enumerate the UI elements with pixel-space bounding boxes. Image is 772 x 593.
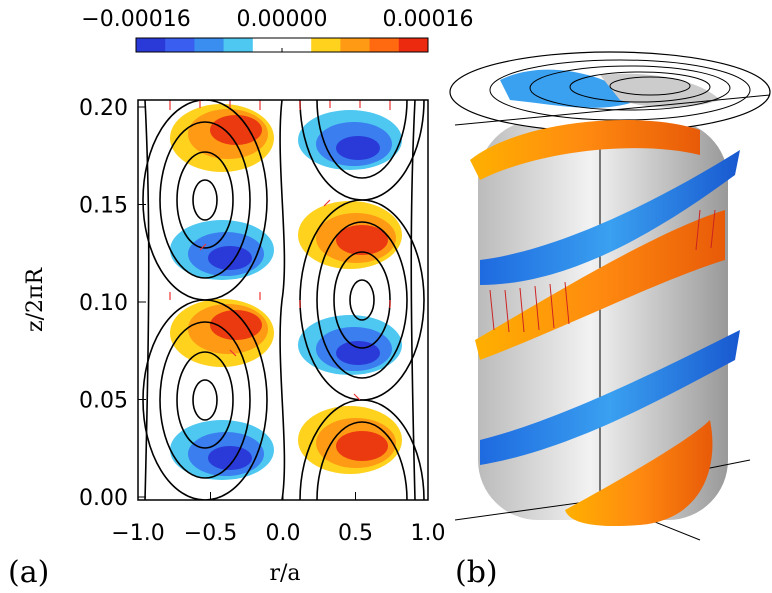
colorbar-segment — [224, 38, 254, 52]
y-tick-label: 0.20 — [79, 96, 128, 121]
colorbar-segment — [311, 38, 341, 52]
colorbar-tick-label: −0.00016 — [81, 7, 190, 32]
colorbar-segment — [194, 38, 224, 52]
colorbar-segment — [165, 38, 195, 52]
contour-field — [143, 0, 424, 593]
panel-label: (a) — [8, 555, 49, 590]
x-tick-label: 0.0 — [266, 521, 301, 546]
y-tick-label: 0.05 — [79, 389, 128, 414]
contour-lines — [143, 0, 424, 593]
colorbar-segment — [340, 38, 370, 52]
panel-label: (b) — [455, 555, 498, 590]
render-3d — [450, 52, 770, 540]
y-axis-label: z/2πR — [23, 267, 48, 332]
colorbar-segment — [253, 38, 283, 52]
colorbar-tick-label: 0.00016 — [383, 7, 474, 32]
colorbar-segment — [282, 38, 312, 52]
colorbar-segment — [370, 38, 400, 52]
colorbar-tick-label: 0.00000 — [237, 7, 328, 32]
x-tick-label: 1.0 — [411, 521, 446, 546]
figure: −0.00016 0.00000 0.00016 −1.0 −0.5 0.0 0.5 1.0 0… — [0, 0, 772, 593]
x-tick-label: 0.5 — [338, 521, 373, 546]
x-tick-label: −1.0 — [111, 521, 164, 546]
x-tick-label: −0.5 — [184, 521, 237, 546]
y-tick-label: 0.10 — [79, 291, 128, 316]
colorbar-segment — [136, 38, 166, 52]
colorbar-segment — [399, 38, 429, 52]
x-axis-label: r/a — [269, 561, 300, 586]
y-tick-label: 0.00 — [79, 486, 128, 511]
y-tick-label: 0.15 — [79, 194, 128, 219]
